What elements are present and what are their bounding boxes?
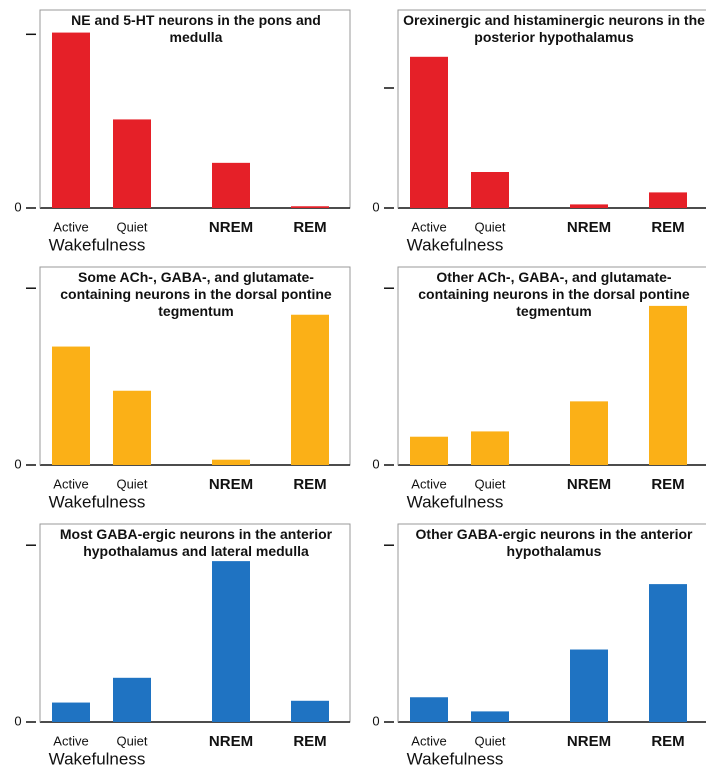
x-tick-label: REM [293,219,326,236]
bar [113,119,151,208]
chart: 0 Active Quiet NREM REM Wakefulness [372,266,706,511]
bar [570,204,608,208]
chart-title: Other ACh-, GABA-, and glutamate-contain… [418,269,690,319]
bar [291,700,329,722]
chart-title: Other GABA-ergic neurons in the anterior… [415,526,693,559]
panel: 0 Active Quiet NREM REM Wakefulness NE and 5-H… [0,0,352,257]
group-label: Wakefulness [49,492,146,511]
chart-title: NE and 5-HT neurons in the pons and medu… [71,12,321,45]
bar [649,305,687,465]
x-tick-label: Active [411,219,446,234]
panel: 0 Active Quiet NREM REM Wakefulness Most GABA-… [0,514,352,771]
chart-title: Most GABA-ergic neurons in the anterior … [59,526,333,559]
bar [113,677,151,722]
group-label: Wakefulness [49,749,146,768]
bar [52,702,90,722]
chart: 0 Active Quiet NREM REM Wakefulness [372,523,706,768]
x-tick-label: Quiet [474,219,505,234]
x-tick-label: NREM [567,733,611,750]
y-tick-label: 0 [14,713,21,728]
x-tick-label: REM [293,476,326,493]
bar [471,431,509,465]
y-tick-label: 0 [372,713,379,728]
bar [212,561,250,722]
panel: 0 Active Quiet NREM REM Wakefulness Other GABA… [358,514,706,771]
chart: 0 Active Quiet NREM REM Wakefulness [14,523,351,768]
bar [212,162,250,208]
x-tick-label: NREM [567,476,611,493]
chart: 0 Active Quiet NREM REM Wakefulness [372,9,706,254]
bar [649,584,687,722]
x-tick-label: Active [53,733,88,748]
bar [649,192,687,208]
chart: 0 Active Quiet NREM REM Wakefulness [14,266,351,511]
x-tick-label: REM [651,733,684,750]
bar [410,697,448,722]
x-tick-label: Quiet [116,476,147,491]
y-tick-label: 0 [14,199,21,214]
y-tick-label: 0 [372,456,379,471]
y-tick-label: 0 [14,456,21,471]
group-label: Wakefulness [407,235,504,254]
x-tick-label: NREM [567,219,611,236]
x-tick-label: REM [651,219,684,236]
bar [113,390,151,465]
bar [52,346,90,465]
x-tick-label: Quiet [116,733,147,748]
bar [410,56,448,208]
bar [291,314,329,465]
group-label: Wakefulness [407,749,504,768]
bar [471,172,509,208]
x-tick-label: Quiet [116,219,147,234]
bar [410,436,448,465]
x-tick-label: Active [53,476,88,491]
x-tick-label: Active [411,733,446,748]
bar [291,206,329,208]
bar [52,32,90,208]
chart-title: Orexinergic and histaminergic neurons in… [403,12,705,45]
x-tick-label: REM [651,476,684,493]
group-label: Wakefulness [407,492,504,511]
x-tick-label: Active [53,219,88,234]
x-tick-label: NREM [209,476,253,493]
bar [212,459,250,465]
panel: 0 Active Quiet NREM REM Wakefulness Other ACh-… [358,257,706,514]
group-label: Wakefulness [49,235,146,254]
chart-title: Some ACh-, GABA-, and glutamate-containi… [60,269,332,319]
y-tick-label: 0 [372,199,379,214]
x-tick-label: NREM [209,733,253,750]
bar [570,401,608,465]
panel: 0 Active Quiet NREM REM Wakefulness Orexinergi… [358,0,706,257]
bar [471,711,509,722]
x-tick-label: Quiet [474,476,505,491]
bar [570,649,608,722]
x-tick-label: NREM [209,219,253,236]
x-tick-label: REM [293,733,326,750]
chart: 0 Active Quiet NREM REM Wakefulness [14,9,351,254]
panel: 0 Active Quiet NREM REM Wakefulness Some ACh-,… [0,257,352,514]
x-tick-label: Quiet [474,733,505,748]
x-tick-label: Active [411,476,446,491]
